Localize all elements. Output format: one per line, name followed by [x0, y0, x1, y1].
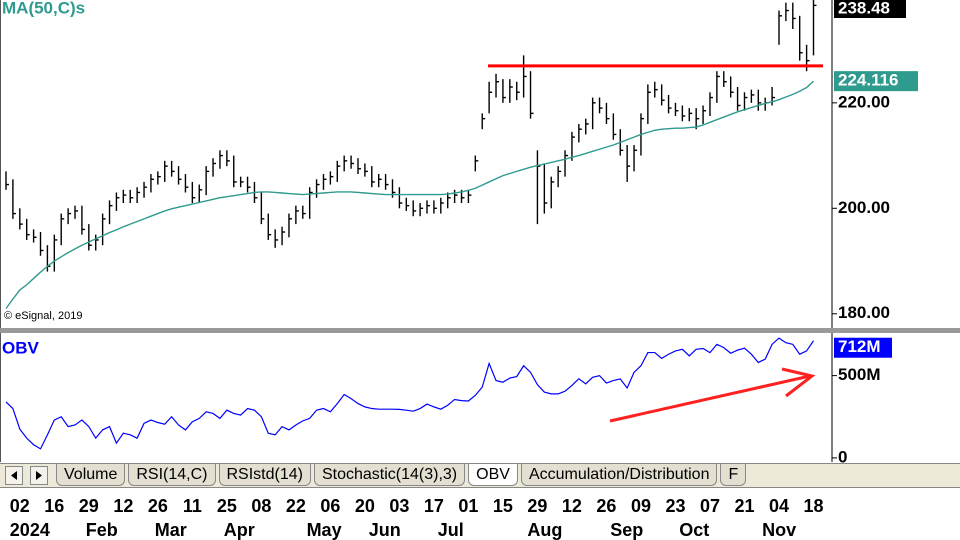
x-group-label: May: [307, 520, 342, 540]
y-tick-label: 200.00: [838, 198, 890, 217]
x-group-label: Feb: [86, 520, 118, 540]
ma-value-label: 224.116: [838, 71, 899, 90]
y-tick-label: 180.00: [838, 303, 890, 322]
x-tick-label: 12: [113, 496, 133, 516]
x-tick-label: 09: [631, 496, 651, 516]
x-tick-label: 26: [148, 496, 168, 516]
y-tick-label: 220.00: [838, 92, 890, 111]
x-group-label: Sep: [610, 520, 643, 540]
plot-area: [0, 0, 832, 462]
tab[interactable]: Volume: [56, 464, 126, 486]
x-group-label: 2024: [10, 520, 50, 540]
x-group-label: Oct: [679, 520, 709, 540]
x-tick-label: 12: [562, 496, 582, 516]
x-tick-label: 21: [734, 496, 754, 516]
y-tick-label: 500M: [838, 365, 881, 384]
x-tick-label: 29: [79, 496, 99, 516]
icon: [36, 471, 42, 480]
tab[interactable]: RSIstd(14): [218, 464, 311, 486]
x-tick-label: 07: [700, 496, 720, 516]
credit: © eSignal, 2019: [4, 310, 82, 322]
x-tick-label: 08: [251, 496, 271, 516]
last-price-box: [834, 0, 906, 18]
ma-value-box: [834, 71, 918, 92]
tab-bar: Volume RSI(14,C) RSIstd(14) Stochastic(14(3…: [0, 463, 960, 488]
icon: [11, 471, 17, 480]
x-tick-label: 26: [596, 496, 616, 516]
x-tick-label: 29: [527, 496, 547, 516]
tabs: Volume RSI(14,C) RSIstd(14) Stochastic(14(3…: [56, 464, 836, 487]
x-group-label: Aug: [527, 520, 562, 540]
x-group-label: Jul: [438, 520, 464, 540]
x-tick-label: 15: [493, 496, 513, 516]
price-bars: [5, 0, 817, 272]
x-tick-label: 20: [355, 496, 375, 516]
chart-title: MA(50,C)s: [2, 0, 85, 17]
x-tick-label: 03: [389, 496, 409, 516]
tab[interactable]: Stochastic(14(3),3): [313, 464, 466, 486]
last-value-box: [834, 337, 892, 358]
panel-title: OBV: [2, 338, 40, 357]
x-tick-label: 23: [665, 496, 685, 516]
x-group-label: Nov: [762, 520, 796, 540]
scroll-right-button[interactable]: [30, 466, 48, 485]
x-group-label: Mar: [155, 520, 187, 540]
x-tick-label: 16: [44, 496, 64, 516]
last-value-label: 712M: [838, 337, 881, 356]
x-tick-label: 06: [320, 496, 340, 516]
tab[interactable]: Accumulation/Distribution: [520, 464, 718, 486]
x-group-label: Apr: [224, 520, 255, 540]
x-group-label: Jun: [369, 520, 401, 540]
obv-line: [5, 337, 814, 450]
scroll-left-button[interactable]: [5, 466, 23, 485]
x-tick-label: 25: [217, 496, 237, 516]
panel-separator: [0, 328, 960, 333]
x-tick-label: 11: [183, 496, 202, 516]
tab[interactable]: F: [720, 464, 747, 486]
tab[interactable]: OBV: [468, 464, 518, 486]
tab[interactable]: RSI(14,C): [128, 464, 216, 486]
x-tick-label: 04: [769, 496, 789, 516]
x-tick-label: 17: [424, 496, 444, 516]
ma-line: [5, 80, 814, 309]
x-tick-label: 18: [803, 496, 823, 516]
last-price-label: 238.48: [838, 0, 890, 17]
arrow-annotation: [609, 367, 816, 423]
x-tick-label: 22: [286, 496, 306, 516]
x-tick-label: 01: [458, 496, 478, 516]
y-tick-label: 0: [838, 447, 847, 466]
x-tick-label: 02: [10, 496, 30, 516]
